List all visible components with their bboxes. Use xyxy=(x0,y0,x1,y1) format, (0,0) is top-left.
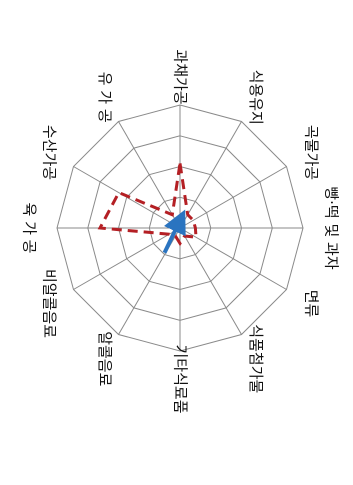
grid-spoke-5 xyxy=(179,227,287,290)
grid-spoke-3 xyxy=(179,166,287,229)
category-label: 식품첨가물 xyxy=(247,324,265,393)
category-label: 기타식료품 xyxy=(172,344,190,413)
series-line-1 xyxy=(97,163,198,247)
category-label: 과채가공 xyxy=(172,49,190,104)
radar-series xyxy=(97,163,198,247)
category-label: 유 가 공 xyxy=(96,72,114,123)
arrow-annotation-1 xyxy=(162,209,186,254)
grid-spoke-6 xyxy=(179,227,242,335)
radar-annotations xyxy=(162,209,186,254)
category-label: 비알콜음료 xyxy=(41,269,59,338)
category-label: 육 가 공 xyxy=(21,203,39,254)
grid-spoke-9 xyxy=(73,227,181,290)
category-label: 식용유지 xyxy=(247,70,265,125)
category-label: 면류 xyxy=(302,290,320,318)
category-label: 알콜음료 xyxy=(96,331,114,386)
category-label: 곡물가공 xyxy=(302,125,320,180)
category-label: 빵·떡 및 과자 xyxy=(323,186,341,270)
grid-spoke-12 xyxy=(118,121,181,229)
grid-spoke-2 xyxy=(179,121,242,229)
radar-grid xyxy=(56,104,304,352)
category-label: 수산가공 xyxy=(41,125,59,180)
